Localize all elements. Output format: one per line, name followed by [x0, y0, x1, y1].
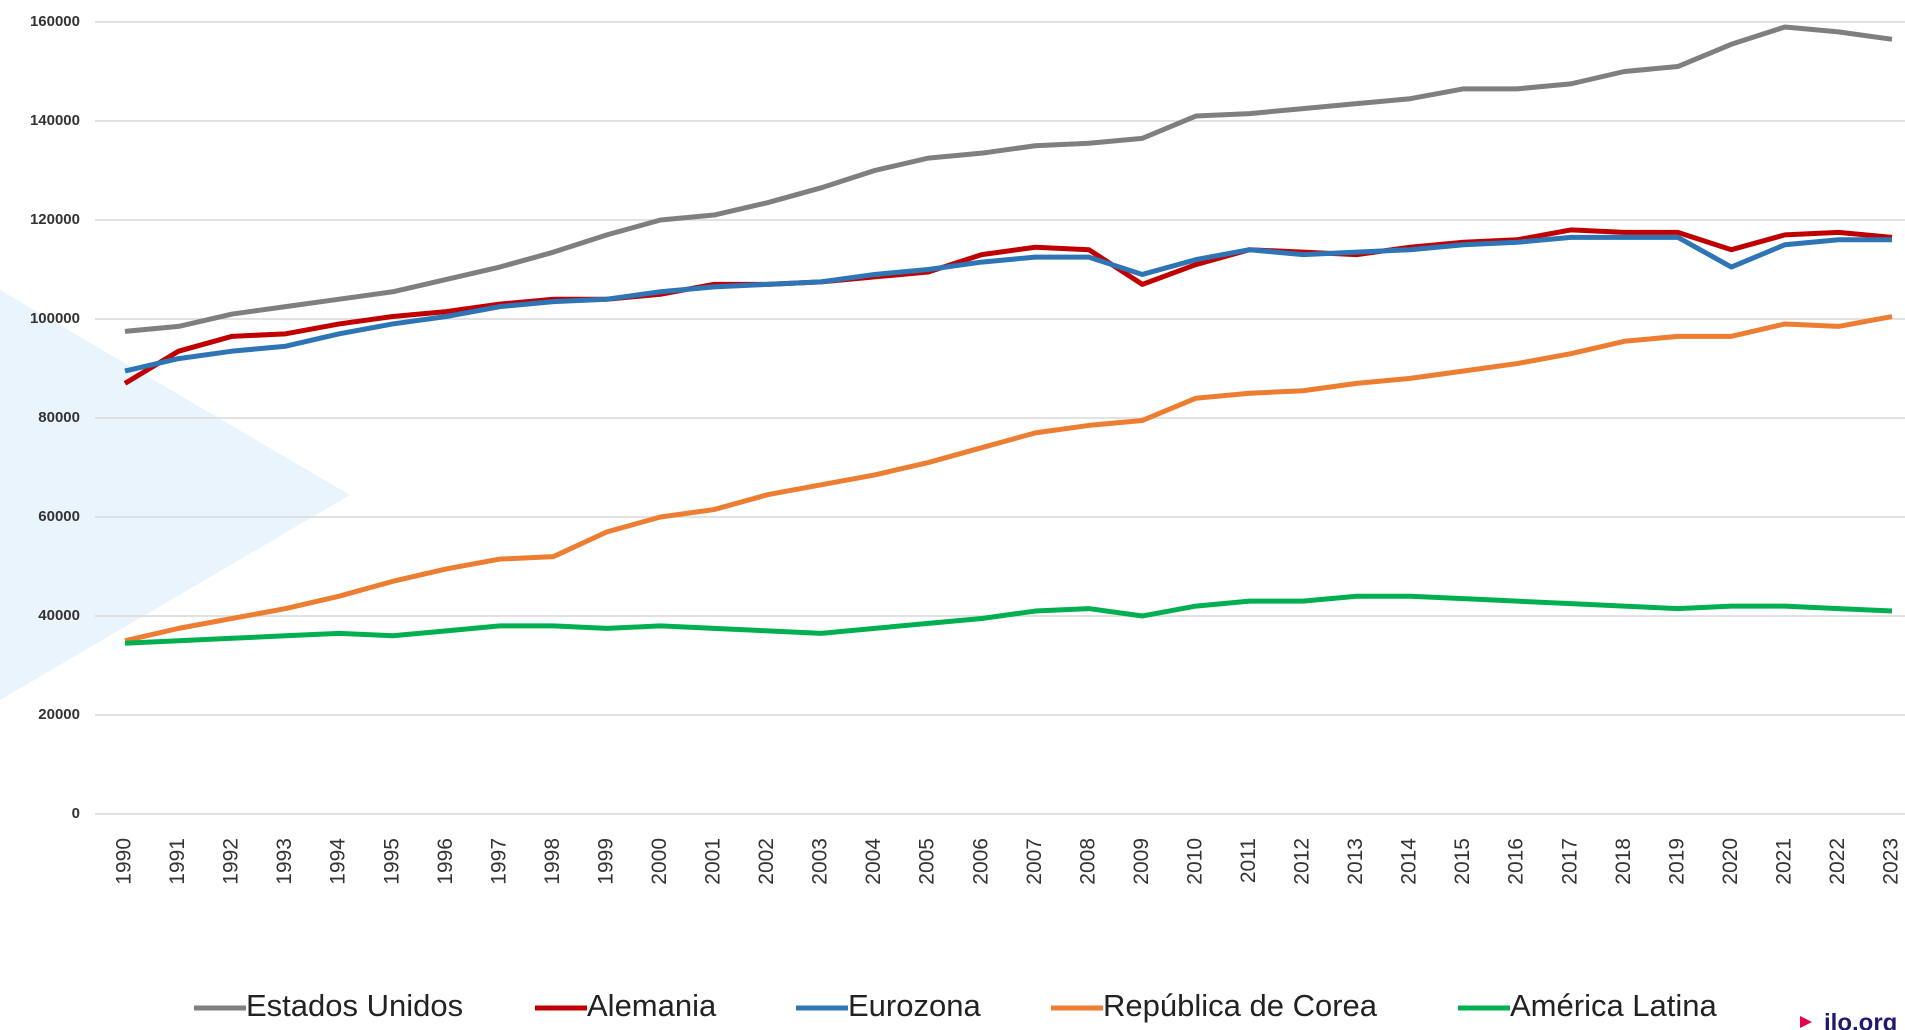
y-tick-label: 40000 [38, 607, 80, 624]
y-tick-label: 60000 [38, 508, 80, 525]
series-line [124, 593, 1893, 646]
legend-label: América Latina [1510, 988, 1718, 1023]
series-line [124, 314, 1893, 644]
y-tick-label: 140000 [30, 112, 80, 129]
x-tick-label: 2018 [1612, 838, 1635, 885]
x-tick-label: 2009 [1130, 838, 1153, 885]
x-tick-label: 2002 [755, 838, 778, 885]
x-tick-label: 2003 [809, 838, 832, 885]
y-tick-label: 0 [72, 805, 80, 822]
brand: ilo.org [1824, 1009, 1897, 1030]
brand-arrow [1800, 1016, 1812, 1028]
x-tick-label: 1991 [166, 838, 189, 885]
x-tick-label: 1997 [487, 838, 510, 885]
series-line [123, 227, 1893, 386]
y-tick-label: 100000 [30, 310, 80, 327]
x-tick-label: 2015 [1451, 838, 1474, 885]
y-tick-label: 20000 [38, 706, 80, 723]
x-tick-label: 2016 [1505, 838, 1528, 885]
legend-label: Alemania [587, 988, 717, 1023]
x-tick-label: 2021 [1772, 838, 1795, 885]
x-tick-label: 1990 [113, 838, 136, 885]
x-tick-label: 2007 [1023, 838, 1046, 885]
x-tick-label: 2011 [1237, 838, 1260, 883]
x-tick-label: 2006 [969, 838, 992, 885]
x-tick-label: 2022 [1826, 838, 1849, 885]
x-tick-label: 2014 [1398, 838, 1421, 885]
series-line [124, 234, 1892, 374]
x-tick-label: 1992 [220, 838, 243, 885]
x-tick-label: 2020 [1719, 838, 1742, 885]
decoration [0, 290, 350, 700]
x-tick-label: 1996 [434, 838, 457, 885]
x-tick-label: 1993 [273, 838, 296, 885]
x-tick-label: 2012 [1291, 838, 1314, 885]
x-tick-label: 2019 [1665, 838, 1688, 885]
y-tick-label: 120000 [30, 211, 80, 228]
x-tick-label: 1999 [594, 838, 617, 885]
y-tick-label: 80000 [38, 409, 80, 426]
x-tick-label: 2017 [1558, 838, 1581, 885]
legend-label: República de Corea [1103, 988, 1378, 1023]
x-tick-label: 1994 [327, 838, 350, 885]
y-tick-label: 160000 [30, 13, 80, 30]
x-tick-label: 1998 [541, 838, 564, 885]
x-tick-label: 2000 [648, 838, 671, 885]
legend-label: Eurozona [848, 988, 981, 1023]
x-tick-label: 2010 [1183, 838, 1206, 885]
series-line [124, 24, 1893, 334]
x-tick-label: 2001 [702, 838, 725, 885]
x-tick-label: 2005 [916, 838, 939, 885]
x-tick-label: 1995 [380, 838, 403, 885]
x-tick-label: 2023 [1880, 838, 1903, 885]
x-tick-label: 2004 [862, 838, 885, 885]
x-tick-label: 2013 [1344, 838, 1367, 885]
x-tick-label: 2008 [1076, 838, 1099, 885]
legend-label: Estados Unidos [246, 988, 463, 1023]
